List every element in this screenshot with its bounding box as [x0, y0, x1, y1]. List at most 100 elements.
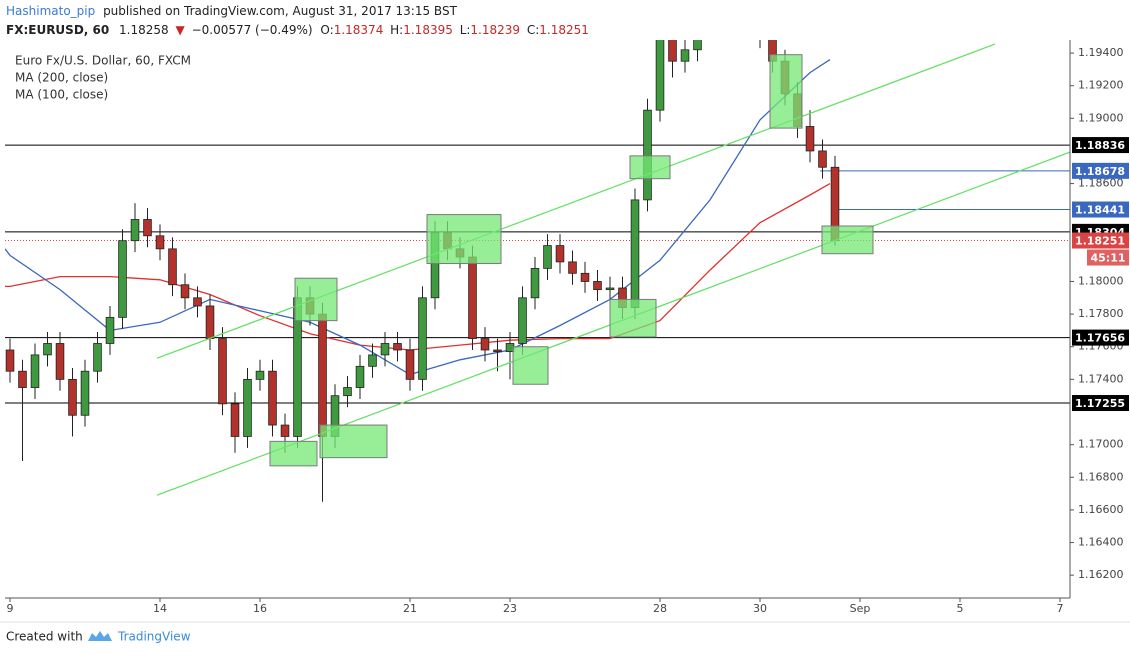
candle-body	[30, 354, 40, 388]
price-level-label: 1.17656	[1075, 332, 1125, 345]
y-tick-label: 1.16800	[1078, 470, 1124, 483]
price-level-box	[1072, 395, 1129, 412]
ohlc-value: 1.18374	[334, 23, 384, 37]
zone	[426, 214, 502, 265]
overlay: 1.16200 1.16400 1.16600 1.16800 1.17000 1.174…	[5, 40, 1129, 615]
zone	[629, 155, 671, 180]
candle-body	[193, 297, 202, 307]
candle-body	[643, 109, 652, 201]
candle-body	[180, 284, 190, 299]
candle-body	[230, 403, 240, 437]
candle-body	[255, 370, 265, 380]
candle-body	[380, 343, 390, 356]
candle-body	[580, 272, 590, 282]
ohlc-label: H:	[390, 23, 403, 37]
candle-body	[693, 40, 702, 51]
candle-body	[530, 268, 540, 299]
ohlc-label: O:	[320, 23, 333, 37]
zone	[269, 440, 318, 467]
x-tick-label: 5	[957, 602, 964, 615]
y-tick-label: 1.19000	[1078, 111, 1124, 124]
x-tick-label: 9	[7, 602, 14, 615]
zone	[821, 225, 874, 255]
candle-body	[818, 150, 827, 168]
y-tick-label: 1.18600	[1078, 177, 1124, 190]
countdown-box	[1087, 249, 1129, 266]
change: −0.00577 (−0.49%)	[192, 23, 313, 37]
candle-body	[18, 370, 27, 388]
candle-body	[280, 424, 290, 437]
candle-body	[630, 199, 640, 308]
candle-body	[93, 343, 102, 372]
candle-body	[218, 338, 227, 405]
candle-body	[680, 49, 690, 62]
last-price: 1.18258	[119, 23, 169, 37]
candle-body	[118, 240, 127, 318]
candle-body	[555, 245, 565, 263]
change-arrow: ▼	[176, 23, 186, 37]
x-tick-label: 23	[503, 602, 517, 615]
x-tick-label: 7	[1057, 602, 1064, 615]
candle-body	[243, 378, 252, 437]
y-tick-label: 1.16600	[1078, 503, 1124, 516]
zone	[512, 346, 549, 385]
x-tick-label: 14	[153, 602, 167, 615]
zone	[609, 298, 657, 338]
countdown-label: 45:11	[1090, 252, 1125, 265]
y-tick-label: 1.16200	[1078, 568, 1124, 581]
candle-body	[130, 219, 140, 242]
y-tick-label: 1.17000	[1078, 438, 1124, 451]
y-tick-label: 1.19200	[1078, 79, 1124, 92]
price-level-box	[1072, 329, 1129, 346]
symbol-line: FX:EURUSD, 60 1.18258 ▼ −0.00577 (−0.49%…	[6, 23, 589, 37]
zone	[319, 424, 388, 459]
candle-body	[468, 256, 477, 339]
candle-body	[155, 235, 165, 250]
candle-body	[668, 40, 677, 62]
candle-body	[80, 370, 90, 416]
candle-body	[68, 378, 77, 416]
symbol: FX:EURUSD, 60	[6, 23, 109, 37]
ohlc-label: C:	[527, 23, 539, 37]
zone	[769, 54, 803, 129]
price-level-label: 1.18836	[1075, 139, 1125, 152]
candle-body	[105, 316, 115, 344]
candle-body	[393, 343, 402, 351]
y-tick-label: 1.17800	[1078, 307, 1124, 320]
candle-body	[205, 305, 215, 339]
brand-logo[interactable]	[88, 631, 112, 641]
footer-created: Created with	[6, 630, 83, 644]
price-level-box	[1072, 201, 1129, 218]
x-tick-label: 21	[403, 602, 417, 615]
header-line: Hashimato_pip published on TradingView.c…	[6, 4, 458, 18]
footer-brand[interactable]: TradingView	[117, 630, 191, 644]
price-level-label: 1.17255	[1075, 397, 1125, 410]
candle-body	[605, 287, 615, 291]
legend-entry: MA (100, close)	[15, 88, 108, 102]
price-level-label: 1.18678	[1075, 165, 1125, 178]
candle-body	[343, 387, 352, 397]
ohlc-value: 1.18395	[403, 23, 453, 37]
y-tick-label: 1.19400	[1078, 46, 1124, 59]
current-price-label: 1.18251	[1075, 235, 1125, 248]
x-tick-label: 28	[653, 602, 667, 615]
y-tick-label: 1.16400	[1078, 536, 1124, 549]
candle-body	[493, 349, 502, 353]
legend-entry: MA (200, close)	[15, 71, 108, 85]
x-tick-label: 16	[253, 602, 267, 615]
y-tick-label: 1.17400	[1078, 372, 1124, 385]
candle-body	[143, 219, 152, 237]
y-tick-label: 1.18000	[1078, 274, 1124, 287]
candle-body	[43, 343, 52, 356]
candle-body	[268, 370, 277, 426]
candle-body	[593, 281, 602, 291]
candle-body	[5, 349, 15, 372]
candle-body	[55, 343, 65, 380]
price-level-box	[1072, 137, 1129, 154]
author[interactable]: Hashimato_pip	[6, 4, 95, 18]
price-level-label: 1.18441	[1075, 204, 1125, 217]
ohlc-value: 1.18239	[470, 23, 520, 37]
ohlc-label: L:	[460, 23, 471, 37]
